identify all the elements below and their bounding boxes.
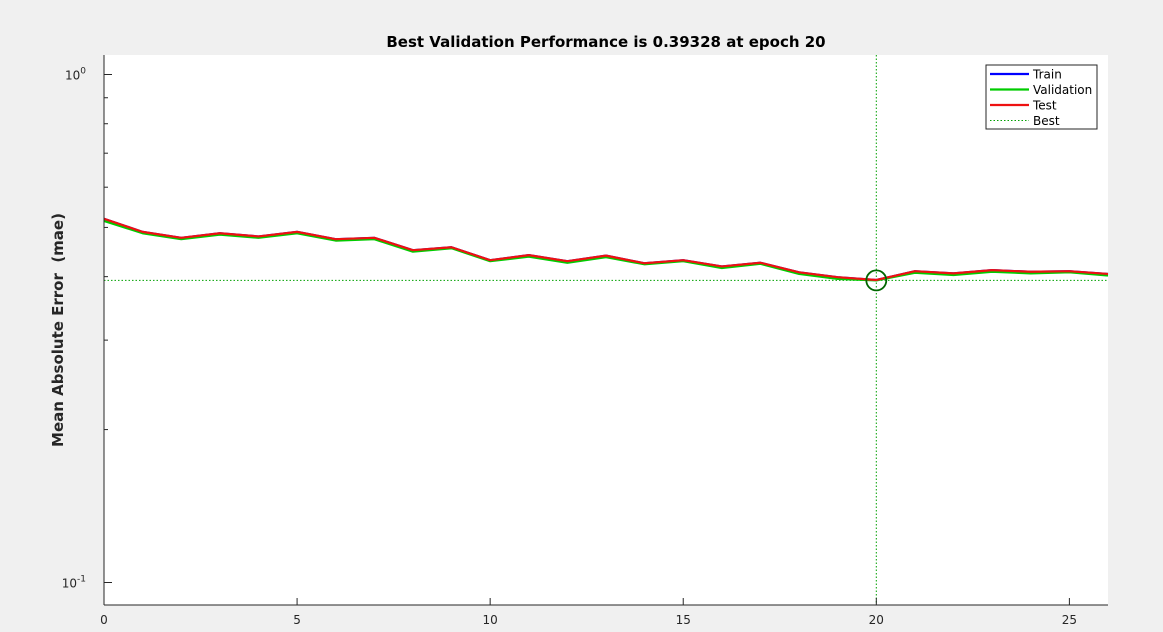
chart-title: Best Validation Performance is 0.39328 a… — [386, 33, 825, 51]
x-tick-label: 5 — [293, 613, 301, 627]
legend-label-validation: Validation — [1033, 83, 1092, 97]
x-tick-label: 20 — [869, 613, 884, 627]
x-tick-label: 25 — [1062, 613, 1077, 627]
legend-label-best: Best — [1033, 114, 1060, 128]
x-tick-label: 15 — [676, 613, 691, 627]
x-tick-label: 0 — [100, 613, 108, 627]
legend-box — [985, 64, 1098, 130]
y-tick-label: 100 — [65, 67, 86, 83]
test-series-line — [103, 217, 1109, 282]
validation-series-line — [103, 219, 1109, 282]
legend-label-train: Train — [1032, 68, 1062, 82]
x-tick-label: 10 — [483, 613, 498, 627]
y-axis-label: Mean Absolute Error (mae) — [49, 213, 67, 447]
best-marker — [865, 269, 888, 292]
plot-area — [104, 55, 1108, 605]
plot-content — [103, 55, 1109, 605]
y-tick-label: 10-1 — [62, 575, 86, 591]
y-tick-exponent: -1 — [77, 575, 86, 585]
y-tick-exponent: 0 — [80, 67, 86, 77]
legend-label-test: Test — [1032, 99, 1057, 113]
